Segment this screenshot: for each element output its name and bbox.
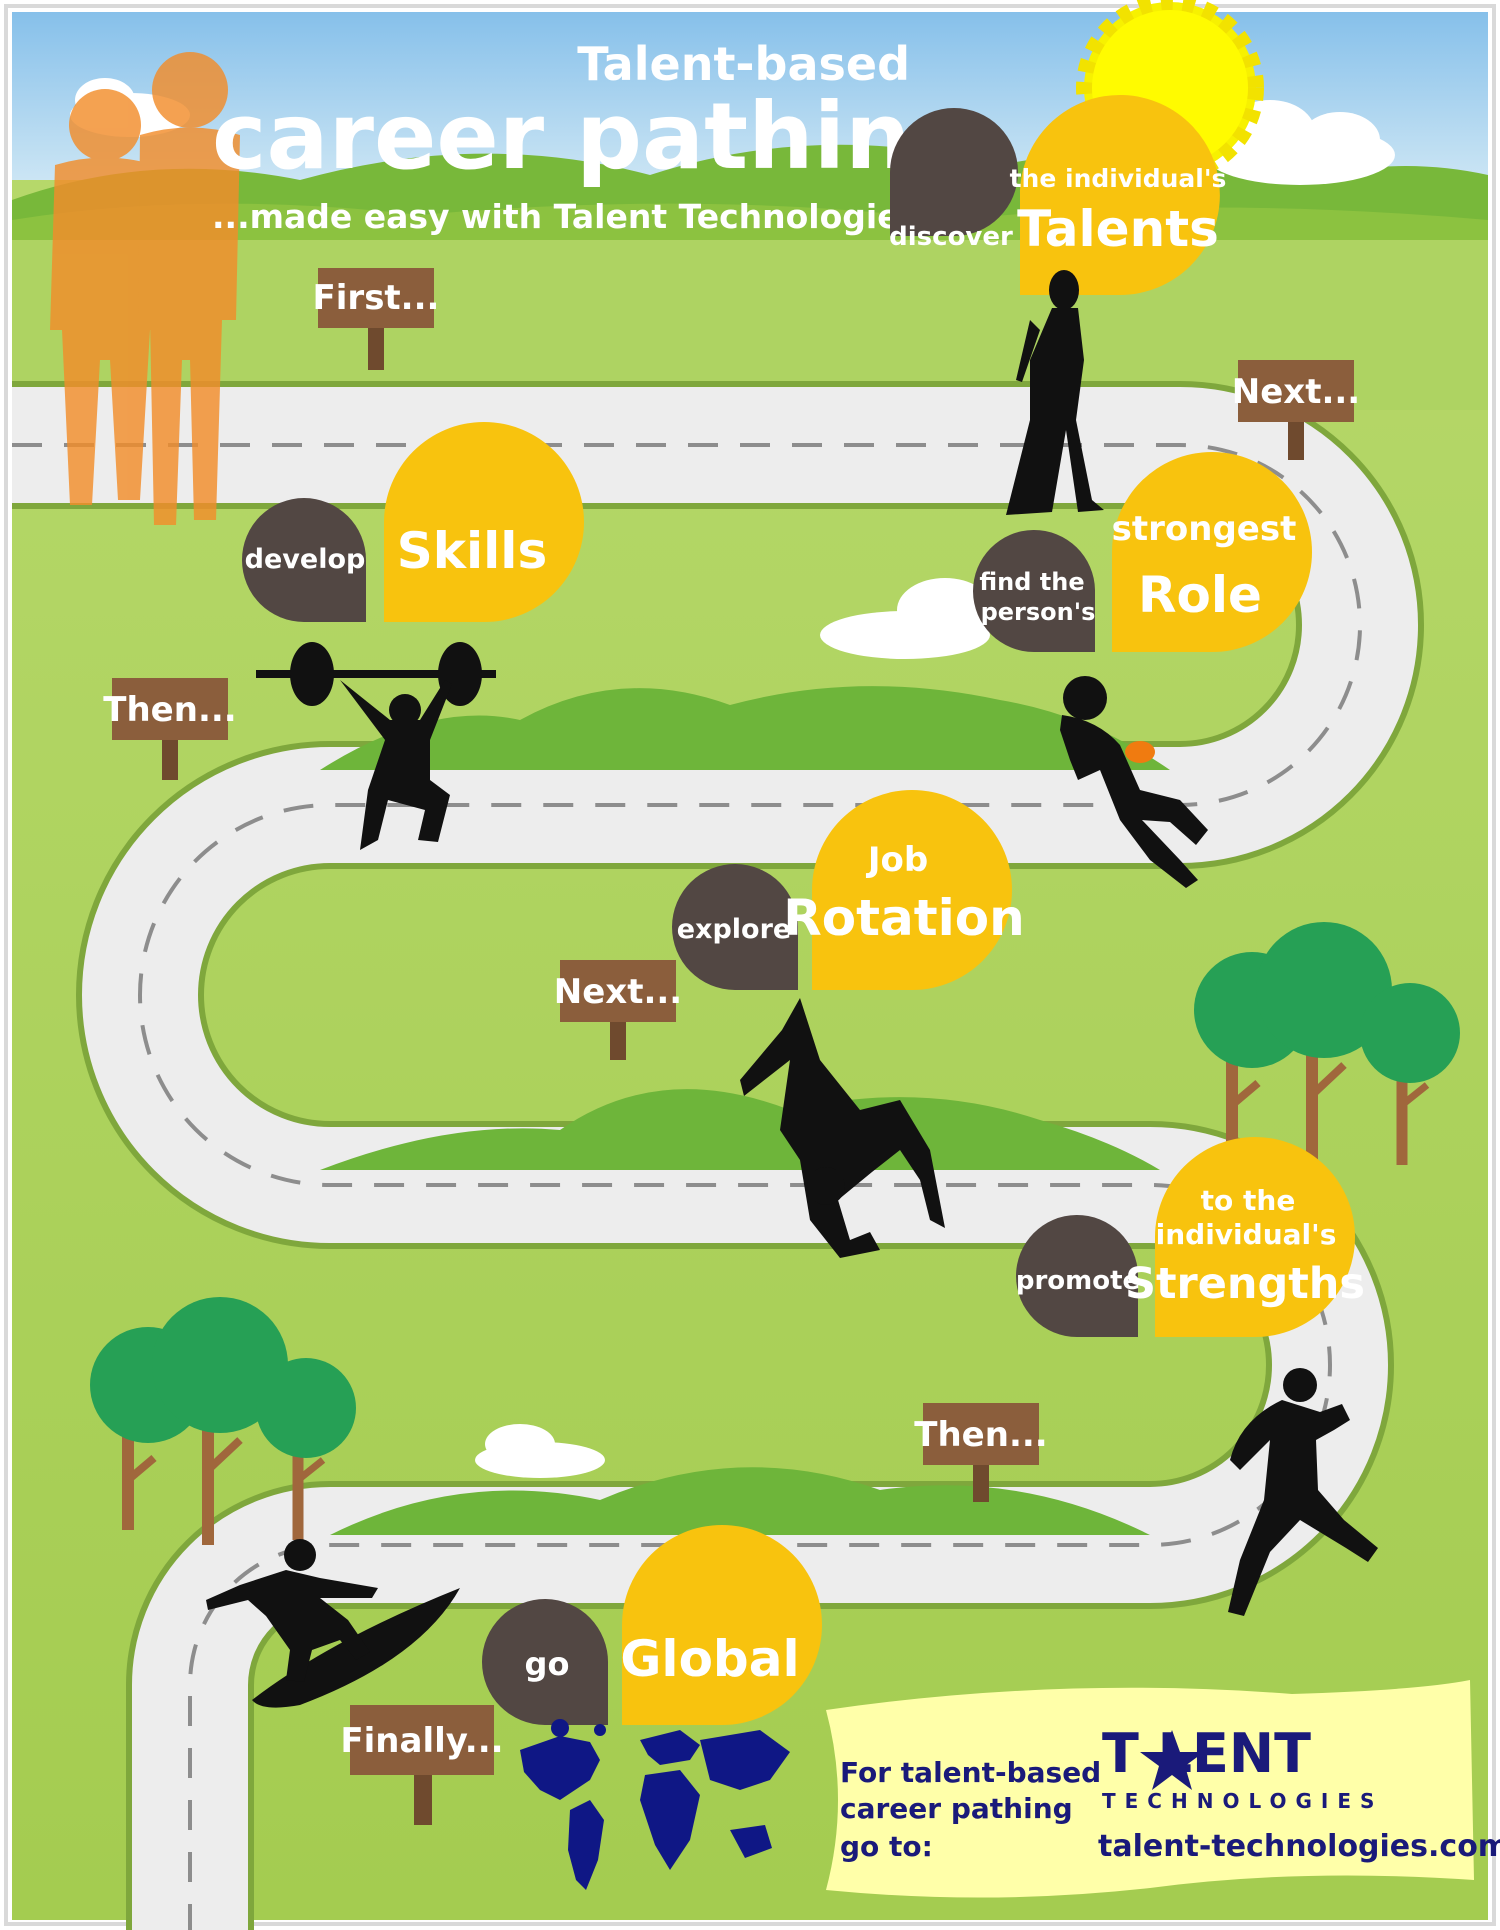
step-promote-strengths: Then... promote to the individual's Stre…: [914, 1137, 1365, 1502]
football-player-icon: [1060, 676, 1208, 888]
cta-line3: go to:: [840, 1830, 933, 1863]
verb-label-line2: person's: [981, 598, 1096, 626]
key-bubble: [1155, 1137, 1355, 1337]
page-title: career pathing: [212, 83, 976, 190]
step-strongest-role: Next... find the person's strongest Role: [973, 360, 1360, 652]
lead-label-line1: to the: [1201, 1184, 1296, 1217]
signpost-label: Then...: [914, 1415, 1047, 1455]
signpost: Next...: [554, 960, 682, 1060]
signpost-label: Then...: [103, 690, 236, 730]
key-label: Strengths: [1125, 1259, 1365, 1309]
page-subtitle: ...made easy with Talent Technologies: [212, 197, 919, 236]
key-label: Talents: [1017, 200, 1219, 258]
verb-bubble: [973, 529, 1095, 652]
key-bubble: [812, 790, 1012, 990]
step-explore-rotation: Next... explore Job Rotation: [554, 790, 1025, 1060]
verb-label: discover: [889, 222, 1013, 252]
key-label: Global: [620, 1630, 799, 1688]
winding-road: [12, 381, 1424, 1930]
running-man-icon: [1228, 1368, 1378, 1616]
step-discover-talents: First... discover the individual's Talen…: [313, 95, 1227, 370]
cta-line1: For talent-based: [840, 1756, 1101, 1789]
title-top: Talent-based: [577, 37, 910, 91]
lead-label-line2: individual's: [1156, 1218, 1337, 1251]
signpost: Then...: [914, 1403, 1048, 1502]
footer-cta: For talent-based career pathing go to: T…: [826, 1680, 1500, 1898]
verb-label: promote: [1016, 1266, 1140, 1296]
verb-bubble: [890, 108, 1018, 236]
logo-subtitle: TECHNOLOGIES: [1102, 1789, 1383, 1813]
key-label: Skills: [397, 522, 547, 580]
verb-bubble: [242, 498, 366, 622]
key-label: Role: [1138, 566, 1262, 624]
website-link[interactable]: talent-technologies.com: [1098, 1829, 1500, 1864]
signpost-label: Next...: [1232, 372, 1360, 412]
verb-bubble: [1016, 1215, 1138, 1337]
signpost-label: Next...: [554, 972, 682, 1012]
step-develop-skills: Then... develop Skills: [103, 422, 584, 780]
gymnast-icon: [740, 998, 945, 1258]
surfer-icon: [206, 1539, 460, 1708]
key-label: Rotation: [783, 889, 1024, 947]
key-bubble: [622, 1525, 822, 1725]
logo-wordmark: T LENT: [1102, 1722, 1311, 1785]
key-bubble: [1020, 95, 1220, 295]
verb-bubble: [672, 864, 799, 990]
lead-label: the individual's: [1010, 164, 1227, 193]
lead-label: strongest: [1112, 509, 1297, 549]
weightlifter-icon: [256, 642, 496, 850]
verb-label: explore: [677, 914, 792, 945]
couple-silhouette-icon: [50, 52, 240, 525]
star-icon: [1140, 1730, 1204, 1790]
signpost: Finally...: [340, 1705, 504, 1825]
signpost: First...: [313, 268, 440, 370]
signpost: Next...: [1232, 360, 1360, 460]
woman-silhouette-icon: [1006, 270, 1104, 515]
key-bubble: [384, 422, 584, 622]
verb-label-line1: find the: [979, 568, 1084, 596]
cta-line2: career pathing: [840, 1792, 1073, 1825]
verb-label: go: [525, 1645, 570, 1683]
verb-label: develop: [245, 544, 366, 575]
signpost-label: Finally...: [340, 1721, 503, 1761]
lead-label: Job: [866, 840, 928, 880]
step-go-global: Finally... go Global: [340, 1525, 822, 1825]
signpost: Then...: [103, 678, 237, 780]
verb-bubble: [482, 1599, 609, 1725]
world-map-icon: [520, 1719, 790, 1890]
key-bubble: [1112, 452, 1312, 652]
signpost-label: First...: [313, 278, 440, 318]
